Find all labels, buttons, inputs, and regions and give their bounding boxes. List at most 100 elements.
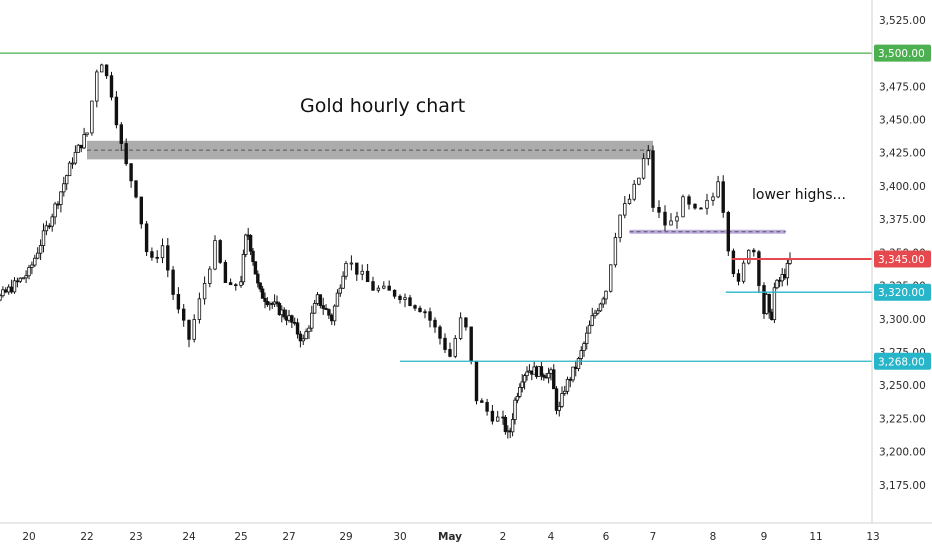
candle-body: [585, 332, 589, 345]
candle-body: [693, 203, 697, 209]
candle-body: [413, 305, 417, 309]
candle-body: [775, 279, 779, 289]
candle-body: [613, 237, 618, 266]
candle-body: [632, 183, 636, 200]
zones-layer: [87, 140, 786, 234]
candle-body: [741, 262, 746, 282]
time-tick-label: 8: [710, 531, 717, 543]
candle-body: [260, 288, 265, 299]
price-tick-label: 3,300.00: [879, 314, 926, 326]
candle-body: [423, 311, 427, 314]
candle-body: [552, 369, 556, 390]
support-3268-badge: [874, 352, 931, 370]
candle-body: [623, 203, 627, 216]
candle-body: [244, 234, 248, 255]
candle-body: [277, 303, 282, 316]
support-3320-badge: [874, 283, 931, 301]
resistance-3500-badge-label: 3,500.00: [878, 48, 925, 60]
candle-body: [301, 338, 305, 342]
candle-body: [593, 312, 597, 317]
candle-body: [258, 282, 262, 290]
candle-body: [9, 286, 14, 293]
time-tick-label: May: [438, 531, 462, 543]
candle-body: [327, 309, 331, 316]
candle-body: [321, 305, 325, 309]
candle-body: [21, 277, 25, 280]
candle-body: [114, 96, 119, 126]
price-badges: 3,500.00 3,345.00 3,320.00 3,268.00: [874, 44, 931, 370]
candle-body: [76, 144, 80, 153]
candle-body: [539, 366, 544, 376]
candle-body: [663, 211, 667, 226]
candle-body: [542, 374, 546, 378]
candle-body: [287, 315, 291, 321]
candle-body: [669, 220, 673, 226]
candle-body: [474, 360, 479, 402]
candle-body: [129, 163, 133, 182]
time-axis[interactable]: 20 22 23 24 25 27 29 30 May 2 4 6 7 8 9 11 13: [22, 531, 879, 543]
candle-body: [788, 259, 792, 264]
candle-body: [349, 262, 354, 265]
candle-body: [365, 270, 370, 283]
candle-body: [520, 381, 524, 388]
candle-body: [176, 294, 181, 310]
candle-body: [304, 331, 308, 340]
candle-body: [598, 303, 603, 312]
candle-body: [596, 310, 600, 314]
time-tick-label: 11: [809, 531, 822, 543]
candle-body: [248, 235, 253, 252]
candle-body: [601, 298, 605, 305]
candle-body: [292, 321, 297, 324]
time-tick-label: 9: [761, 531, 768, 543]
candle-body: [675, 216, 679, 222]
price-tick-label: 3,175.00: [879, 480, 926, 492]
candle-body: [408, 297, 412, 307]
candle-body: [495, 416, 500, 422]
candle-body: [18, 277, 22, 282]
time-tick-label: 27: [282, 531, 295, 543]
price-tick-label: 3,475.00: [879, 81, 926, 93]
candle-body: [609, 264, 613, 292]
candle-body: [67, 162, 72, 177]
candle-body: [398, 295, 402, 300]
candle-body: [56, 203, 60, 206]
candle-body: [721, 181, 725, 213]
candle-body: [757, 251, 761, 286]
time-tick-label: 20: [22, 531, 35, 543]
time-tick-label: 6: [603, 531, 610, 543]
candle-body: [82, 134, 86, 149]
candle-body: [30, 264, 34, 268]
candle-body: [590, 315, 594, 326]
candle-body: [687, 196, 691, 205]
candle-body: [263, 297, 267, 302]
candle-body: [24, 275, 28, 279]
candle-body: [253, 261, 258, 275]
candle-body: [448, 349, 452, 357]
candle-body: [752, 249, 756, 253]
candle-body: [747, 249, 751, 264]
candle-body: [307, 327, 311, 333]
candle-body: [41, 230, 46, 246]
candle-body: [576, 358, 581, 369]
candle-body: [104, 64, 109, 77]
candle-body: [47, 225, 51, 228]
candle-body: [332, 305, 337, 322]
time-tick-label: 22: [80, 531, 93, 543]
candle-body: [1, 289, 5, 297]
candle-body: [360, 270, 364, 275]
price-tick-label: 3,450.00: [879, 115, 926, 127]
candle-body: [36, 252, 40, 259]
candle-body: [218, 240, 222, 263]
time-tick-label: 30: [393, 531, 406, 543]
candle-body: [637, 177, 641, 185]
candle-body: [433, 319, 437, 328]
candle-body: [515, 396, 520, 401]
candle-body: [785, 263, 790, 279]
candle-body: [95, 71, 99, 102]
candle-body: [387, 285, 391, 291]
candle-body: [726, 212, 730, 252]
candle-body: [12, 280, 17, 293]
candle-body: [187, 319, 191, 340]
candle-body: [563, 390, 567, 394]
candle-body: [469, 326, 473, 362]
